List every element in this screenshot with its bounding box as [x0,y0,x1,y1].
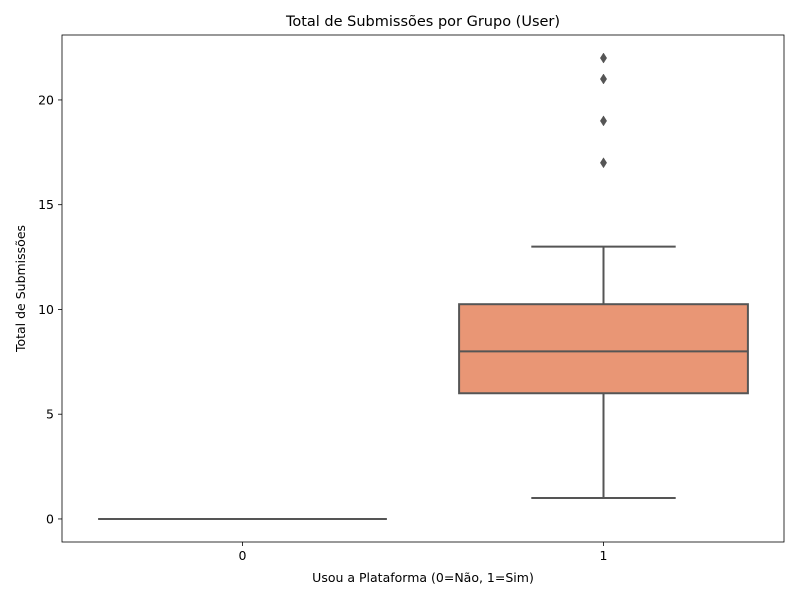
outlier-point [600,115,607,127]
y-tick-label: 20 [38,92,54,107]
y-tick-label: 15 [38,197,54,212]
y-tick-label: 10 [38,302,54,317]
axes: 0 5 10 15 20 0 1 [38,92,607,563]
x-tick-label: 0 [239,548,247,563]
y-axis-label: Total de Submissões [13,225,28,353]
outlier-point [600,157,607,169]
x-axis-label: Usou a Plataforma (0=Não, 1=Sim) [312,570,534,585]
outlier-point [600,52,607,64]
outlier-point [600,73,607,85]
iqr-box [458,303,749,395]
plot-area [98,52,749,520]
plot-frame [61,34,785,543]
x-tick-label: 1 [600,548,608,563]
chart-title: Total de Submissões por Grupo (User) [285,14,560,30]
box-group-1 [458,52,749,500]
y-tick-label: 0 [46,511,54,526]
y-tick-label: 5 [46,407,54,422]
